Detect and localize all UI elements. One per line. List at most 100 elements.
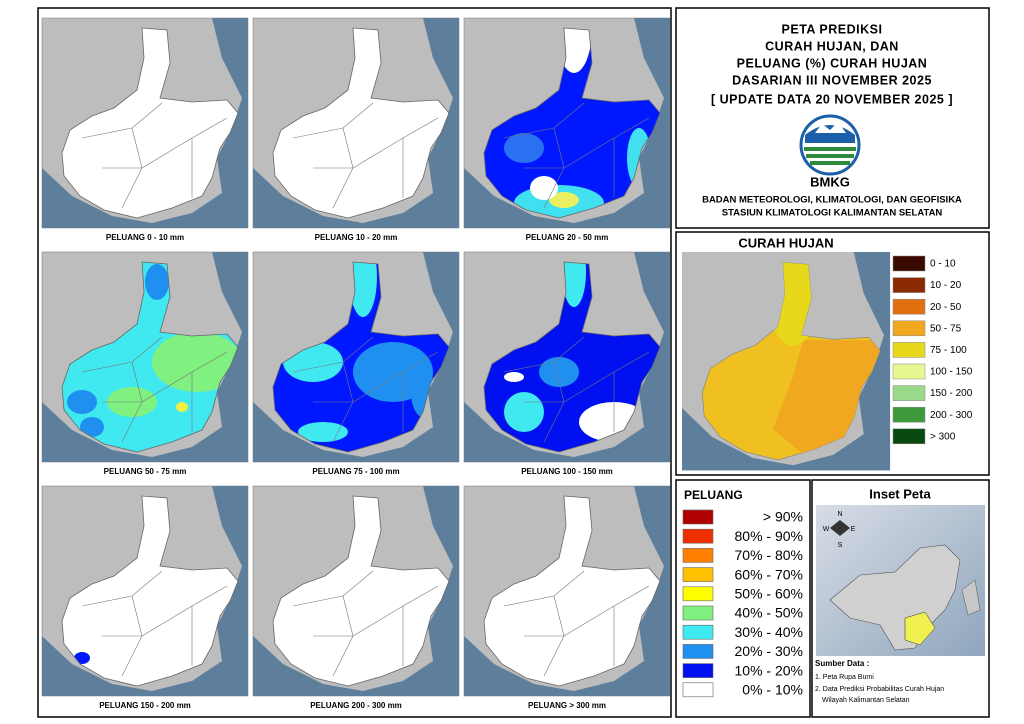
legend-label: 0 - 10 [930, 259, 956, 270]
rain-legend-title: CURAH HUJAN [738, 235, 833, 250]
legend-label: 75 - 100 [930, 345, 967, 356]
district-lines [81, 336, 228, 443]
legend-swatch [682, 682, 714, 698]
title-line: DASARIAN III NOVEMBER 2025 [732, 73, 932, 87]
legend-swatch [682, 624, 714, 640]
prob-area [80, 417, 104, 437]
district-lines [292, 102, 439, 209]
source-line: Wilayah Kalimantan Selatan [822, 697, 910, 704]
district-lines [292, 570, 439, 677]
map-caption: PELUANG 150 - 200 mm [99, 701, 191, 710]
legend-label: 20% - 30% [735, 643, 803, 659]
map-caption: PELUANG 100 - 150 mm [521, 467, 613, 476]
prob-area [562, 262, 586, 307]
legend-swatch [892, 277, 926, 293]
prob-area [549, 192, 579, 208]
map-panel [252, 17, 460, 229]
title-line: PETA PREDIKSI [782, 22, 883, 36]
inset-frame [811, 479, 990, 718]
legend-label: 40% - 50% [735, 605, 803, 621]
map-caption: PELUANG 50 - 75 mm [104, 467, 187, 476]
district-lines [81, 570, 228, 677]
legend-swatch [892, 406, 926, 423]
map-caption: PELUANG 10 - 20 mm [315, 233, 398, 242]
maps-frame [37, 7, 672, 718]
map-caption: PELUANG 75 - 100 mm [312, 467, 399, 476]
prob-legend: > 90% 80% - 90% 70% - 80% 60% - 70% 50% - 60… [682, 509, 803, 698]
legend-label: 10 - 20 [930, 280, 962, 291]
district-lines [503, 102, 650, 209]
title-frame [675, 7, 990, 229]
agency-line: BADAN METEOROLOGI, KLIMATOLOGI, DAN GEOF… [702, 195, 962, 206]
district-lines [503, 336, 650, 443]
legend-swatch [682, 548, 714, 563]
legend-label: 200 - 300 [930, 410, 973, 421]
legend-label: 60% - 70% [735, 566, 803, 582]
compass-letter: N [837, 511, 842, 518]
prob-area [67, 390, 97, 414]
legend-swatch [682, 586, 714, 602]
district-lines [81, 102, 228, 209]
map-caption: PELUANG 20 - 50 mm [526, 233, 609, 242]
legend-label: 50 - 75 [930, 323, 962, 334]
prob-frame [675, 479, 811, 718]
inset-title: Inset Peta [869, 486, 931, 501]
legend-label: 100 - 150 [930, 367, 973, 378]
map-caption: PELUANG 200 - 300 mm [310, 701, 402, 710]
rain-map [682, 252, 891, 471]
map-panel [41, 485, 249, 697]
legend-swatch [892, 363, 926, 380]
legend-swatch [682, 509, 714, 525]
bmkg-logo [799, 114, 861, 176]
prob-area [145, 264, 169, 300]
legend-swatch [682, 605, 714, 621]
map-panel [252, 485, 460, 697]
legend-label: 10% - 20% [735, 662, 803, 678]
title-block: PETA PREDIKSI CURAH HUJAN, DAN PELUANG (… [702, 22, 962, 218]
legend-label: 150 - 200 [930, 388, 973, 399]
legend-label: 20 - 50 [930, 302, 962, 313]
prob-area [504, 392, 544, 432]
legend-swatch [682, 567, 714, 582]
compass-letter: E [851, 526, 856, 533]
legend-label: > 90% [763, 509, 803, 525]
compass-letter: W [823, 526, 830, 533]
prob-legend-title: PELUANG [684, 488, 743, 502]
map-caption: PELUANG 0 - 10 mm [106, 233, 184, 242]
prob-areas [283, 262, 435, 442]
map-panel [41, 251, 249, 463]
legend-label: > 300 [930, 431, 956, 442]
map-panel [463, 251, 671, 463]
legend-swatch [892, 428, 926, 445]
legend-swatch [682, 644, 714, 659]
map-caption: PELUANG > 300 mm [528, 701, 606, 710]
logo-text: BMKG [810, 174, 850, 189]
prob-area [152, 332, 238, 392]
inset-map [816, 505, 985, 656]
district-lines [292, 336, 439, 443]
title-line: PELUANG (%) CURAH HUJAN [737, 56, 928, 70]
prob-area [504, 133, 544, 163]
legend-swatch [892, 385, 926, 401]
legend-swatch [892, 255, 926, 272]
compass-letter: S [838, 542, 843, 549]
prob-area [504, 372, 524, 382]
agency-line: STASIUN KLIMATOLOGI KALIMANTAN SELATAN [722, 208, 943, 219]
map-grid: PELUANG 0 - 10 mm PELUANG 10 - 20 mm PELUA… [41, 17, 671, 710]
rain-legend: 0 - 10 10 - 20 20 - 50 50 - 75 75 - 100 100 -… [892, 255, 973, 445]
prob-areas [67, 264, 238, 437]
prob-area [349, 262, 377, 317]
source-title: Sumber Data : [815, 659, 869, 668]
map-panel [463, 17, 671, 229]
legend-label: 0% - 10% [742, 682, 803, 698]
legend-swatch [892, 342, 926, 358]
prob-area [176, 402, 188, 412]
map-panel [41, 17, 249, 229]
prob-area [539, 357, 579, 387]
legend-swatch [682, 528, 714, 544]
legend-label: 80% - 90% [735, 528, 803, 544]
map-panel [463, 485, 671, 697]
district-lines [503, 570, 650, 677]
